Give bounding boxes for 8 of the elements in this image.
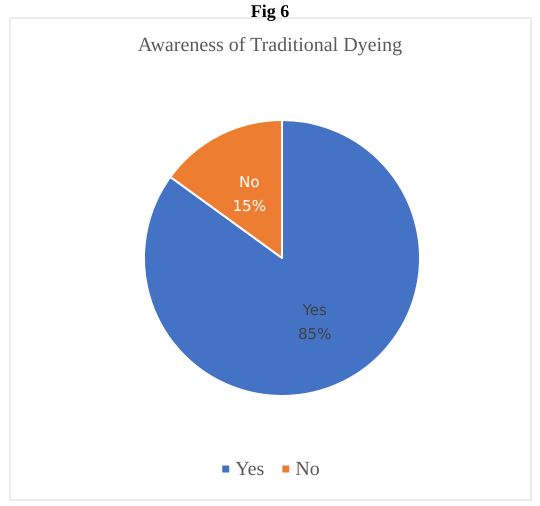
data-label: 85% bbox=[298, 325, 332, 344]
caption: Fig 6 bbox=[250, 1, 290, 21]
slice-label: No bbox=[239, 172, 260, 191]
legend-label: No bbox=[295, 458, 320, 480]
data-label: 15% bbox=[232, 196, 266, 215]
slice-label: Yes bbox=[302, 301, 327, 320]
legend-label: Yes bbox=[235, 458, 265, 480]
chart-title: Awareness of Traditional Dyeing bbox=[138, 34, 402, 56]
